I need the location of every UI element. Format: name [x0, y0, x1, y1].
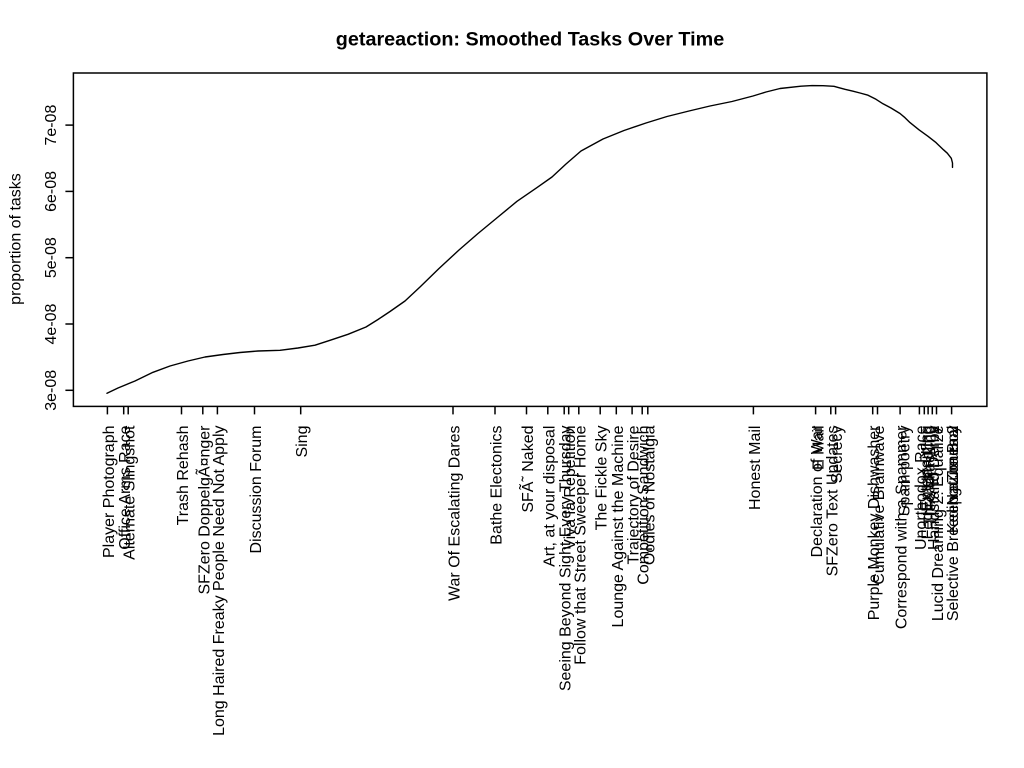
svg-text:FedEx Handling: FedEx Handling: [920, 425, 937, 539]
svg-text:Purple Monkey Dishwasher: Purple Monkey Dishwasher: [866, 425, 883, 620]
svg-text:Handstand Derby: Handstand Derby: [926, 426, 943, 551]
svg-text:Art, at your disposal: Art, at your disposal: [541, 426, 558, 567]
svg-text:7e-08: 7e-08: [43, 105, 60, 146]
svg-text:Spam poetry: Spam poetry: [897, 426, 914, 517]
svg-text:3e-08: 3e-08: [43, 370, 60, 411]
svg-text:Trajectory of Desire: Trajectory of Desire: [626, 425, 643, 564]
svg-text:Keep a Journal: Keep a Journal: [945, 426, 962, 534]
svg-text:Nature Boy: Nature Boy: [945, 426, 962, 506]
svg-text:6e-08: 6e-08: [43, 171, 60, 212]
svg-text:Threadjacking: Threadjacking: [922, 426, 939, 527]
svg-text:Lounge Against the Machine: Lounge Against the Machine: [610, 425, 627, 627]
svg-text:Follow that Street Sweeper Hom: Follow that Street Sweeper Home: [572, 425, 589, 664]
svg-text:Honest Mail: Honest Mail: [747, 426, 764, 510]
svg-text:E Mail: E Mail: [811, 426, 828, 470]
svg-text:Selective Breeding Zones 2: Selective Breeding Zones 2: [945, 425, 962, 621]
svg-text:Office Arms Race: Office Arms Race: [117, 425, 134, 549]
svg-text:Viva la Repetition: Viva la Repetition: [562, 426, 579, 550]
svg-text:Alternate Slingshot: Alternate Slingshot: [122, 425, 139, 560]
svg-text:Entertaining: Entertaining: [918, 426, 935, 511]
svg-text:Bathe Electonics: Bathe Electonics: [489, 426, 506, 545]
svg-text:War Of Escalating Dares: War Of Escalating Dares: [447, 426, 464, 601]
svg-text:Oodles of Nostalgia: Oodles of Nostalgia: [641, 425, 658, 565]
svg-text:Lucid Dreaming 2: Equalize: Lucid Dreaming 2: Equalize: [930, 425, 947, 621]
svg-text:Player Photograph: Player Photograph: [101, 426, 118, 559]
svg-text:Correspond with a Spammer: Correspond with a Spammer: [894, 425, 911, 629]
svg-text:Declaration of War: Declaration of War: [809, 425, 826, 558]
svg-text:SFÃ˜ Naked: SFÃ˜ Naked: [517, 426, 537, 513]
svg-text:Cumulative Brainwave: Cumulative Brainwave: [871, 425, 888, 584]
svg-text:Trash Rehash: Trash Rehash: [175, 426, 192, 526]
svg-text:Competition Sandwich: Competition Sandwich: [636, 426, 653, 585]
svg-text:SFZero DoppelgÃ¤nger: SFZero DoppelgÃ¤nger: [193, 425, 213, 595]
svg-text:The Fickle Sky: The Fickle Sky: [594, 426, 611, 531]
svg-text:4e-08: 4e-08: [43, 303, 60, 344]
svg-text:Long Haired Freaky People Need: Long Haired Freaky People Need Not Apply: [211, 426, 228, 736]
svg-text:Secrecy: Secrecy: [829, 426, 846, 484]
svg-text:5e-08: 5e-08: [43, 237, 60, 278]
svg-text:SFZero Text Updates: SFZero Text Updates: [824, 426, 841, 577]
svg-text:proportion of tasks: proportion of tasks: [8, 173, 25, 305]
svg-text:Discussion Forum: Discussion Forum: [248, 426, 265, 554]
svg-text:Unorthodox Race: Unorthodox Race: [913, 425, 930, 550]
svg-text:getareaction: Smoothed Tasks O: getareaction: Smoothed Tasks Over Time: [336, 29, 724, 51]
svg-text:Sing: Sing: [294, 426, 311, 458]
svg-text:Seeing Beyond Sight Every Thur: Seeing Beyond Sight Every Thursday: [558, 426, 575, 692]
